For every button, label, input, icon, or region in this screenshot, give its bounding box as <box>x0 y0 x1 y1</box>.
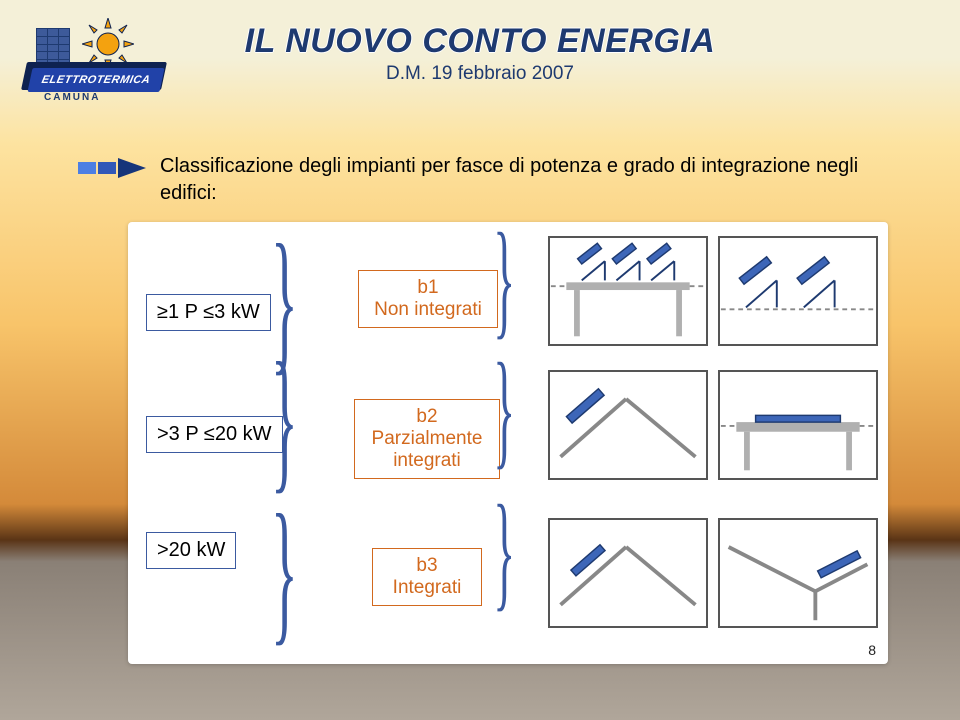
b3-code: b3 <box>416 555 437 576</box>
scene-b2-flat <box>718 370 878 480</box>
p-range-2: >3 P ≤20 kW <box>146 416 283 453</box>
int-b2: b2 Parzialmente integrati <box>354 399 500 479</box>
p-range-3: >20 kW <box>146 532 236 569</box>
scene-b1-ground <box>718 236 878 346</box>
int-b1: b1 Non integrati <box>358 270 498 328</box>
b1-code: b1 <box>417 277 438 298</box>
scene-b1-flatroof <box>548 236 708 346</box>
brace-icon: } <box>271 522 298 618</box>
body-line1: Classificazione degli impianti per fasce… <box>160 155 858 177</box>
page-number: 8 <box>868 642 876 658</box>
scene-b3-overhang <box>718 518 878 628</box>
diagram-panel: ≥1 P ≤3 kW >3 P ≤20 kW >20 kW } } } b1 N… <box>128 222 888 664</box>
scene-b3-pitched <box>548 518 708 628</box>
arrow-bullet-icon <box>78 157 146 179</box>
body-line2: edifici: <box>160 182 217 204</box>
b2-code: b2 <box>416 406 437 427</box>
brand-sub: CAMUNA <box>44 92 100 103</box>
int-b3: b3 Integrati <box>372 548 482 606</box>
brace-icon: } <box>271 252 298 348</box>
p-range-1: ≥1 P ≤3 kW <box>146 294 271 331</box>
brace-icon: } <box>493 512 515 590</box>
title-block: IL NUOVO CONTO ENERGIA D.M. 19 febbraio … <box>0 22 960 85</box>
slide: ELETTROTERMICA CAMUNA IL NUOVO CONTO ENE… <box>0 0 960 720</box>
b3-label: Integrati <box>393 577 462 598</box>
b1-label: Non integrati <box>374 299 482 320</box>
body-text: Classificazione degli impianti per fasce… <box>160 153 858 207</box>
page-title: IL NUOVO CONTO ENERGIA <box>0 22 960 61</box>
page-subtitle: D.M. 19 febbraio 2007 <box>0 63 960 85</box>
b2-label: Parzialmente integrati <box>372 428 483 471</box>
scene-b2-pitched <box>548 370 708 480</box>
